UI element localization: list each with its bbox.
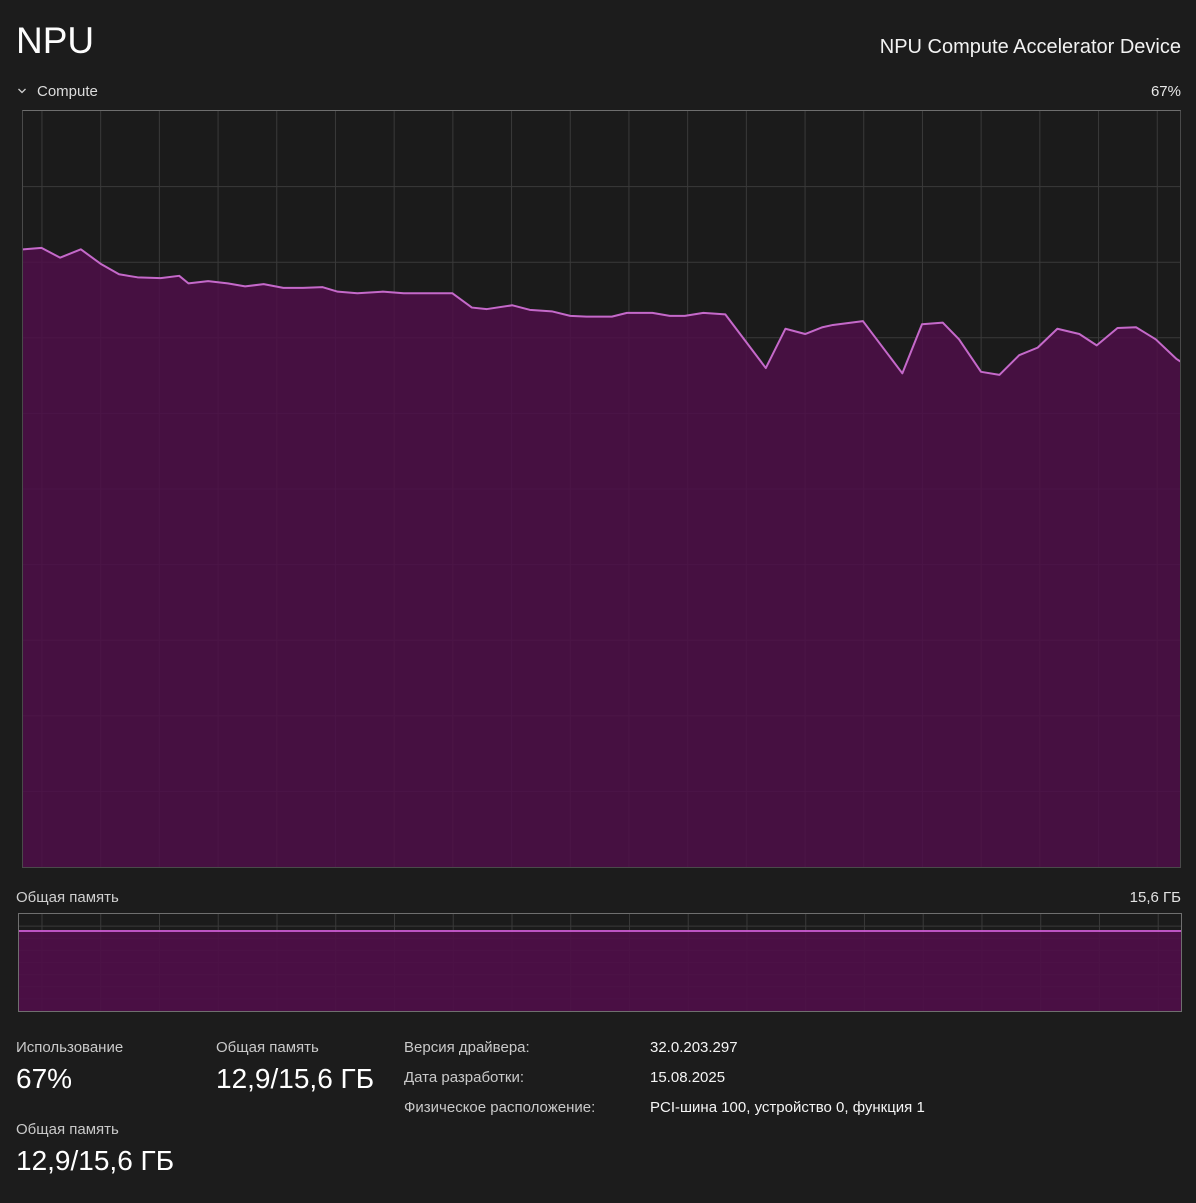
compute-label: Compute: [37, 82, 98, 100]
chevron-down-icon[interactable]: [16, 85, 28, 97]
memory-chart[interactable]: [18, 912, 1182, 1012]
stats-panel: Использование 67% Общая память 12,9/15,6…: [16, 1039, 1181, 1178]
driver-version-label: Версия драйвера:: [404, 1038, 530, 1056]
compute-chart[interactable]: [22, 109, 1181, 868]
shared-memory-top-value: 12,9/15,6 ГБ: [216, 1062, 375, 1094]
memory-section-header: Общая память 15,6 ГБ: [16, 889, 1181, 907]
npu-performance-page: NPU NPU Compute Accelerator Device Compu…: [16, 10, 1182, 1178]
page-title: NPU: [16, 20, 95, 61]
usage-value: 67%: [16, 1062, 73, 1094]
stats-column-2: Общая память 12,9/15,6 ГБ: [216, 1039, 404, 1096]
compute-collapse-toggle[interactable]: Compute: [16, 83, 98, 100]
driver-date-value: 15.08.2025: [650, 1068, 726, 1086]
physical-location-label: Физическое расположение:: [404, 1098, 596, 1116]
compute-chart-area: [23, 111, 1180, 867]
shared-memory-bottom-value: 12,9/15,6 ГБ: [16, 1144, 175, 1176]
compute-area-fill: [23, 247, 1180, 867]
shared-memory-bottom-label: Общая память: [16, 1120, 119, 1138]
compute-area-line: [23, 247, 1180, 374]
driver-date-label: Дата разработки:: [404, 1068, 525, 1086]
driver-details: Версия драйвера: 32.0.203.297 Дата разра…: [404, 1039, 1181, 1116]
memory-fill: [19, 930, 1181, 1011]
shared-memory-top-label: Общая память: [216, 1038, 319, 1056]
usage-stat: Использование 67%: [16, 1039, 216, 1096]
physical-location-value: PCI-шина 100, устройство 0, функция 1: [650, 1098, 925, 1116]
shared-memory-stat-top: Общая память 12,9/15,6 ГБ: [216, 1039, 404, 1096]
shared-memory-label: Общая память: [16, 889, 119, 907]
driver-version-value: 32.0.203.297: [650, 1038, 738, 1056]
device-name: NPU Compute Accelerator Device: [879, 36, 1181, 58]
shared-memory-stat-bottom: Общая память 12,9/15,6 ГБ: [16, 1121, 216, 1178]
shared-memory-max-value: 15,6 ГБ: [1129, 889, 1181, 907]
compute-current-value: 67%: [1150, 82, 1181, 100]
page-header: NPU NPU Compute Accelerator Device: [16, 10, 1181, 63]
compute-section-header: Compute 67%: [16, 81, 1181, 102]
stats-column-1: Использование 67% Общая память 12,9/15,6…: [16, 1039, 216, 1178]
usage-label: Использование: [16, 1038, 124, 1056]
